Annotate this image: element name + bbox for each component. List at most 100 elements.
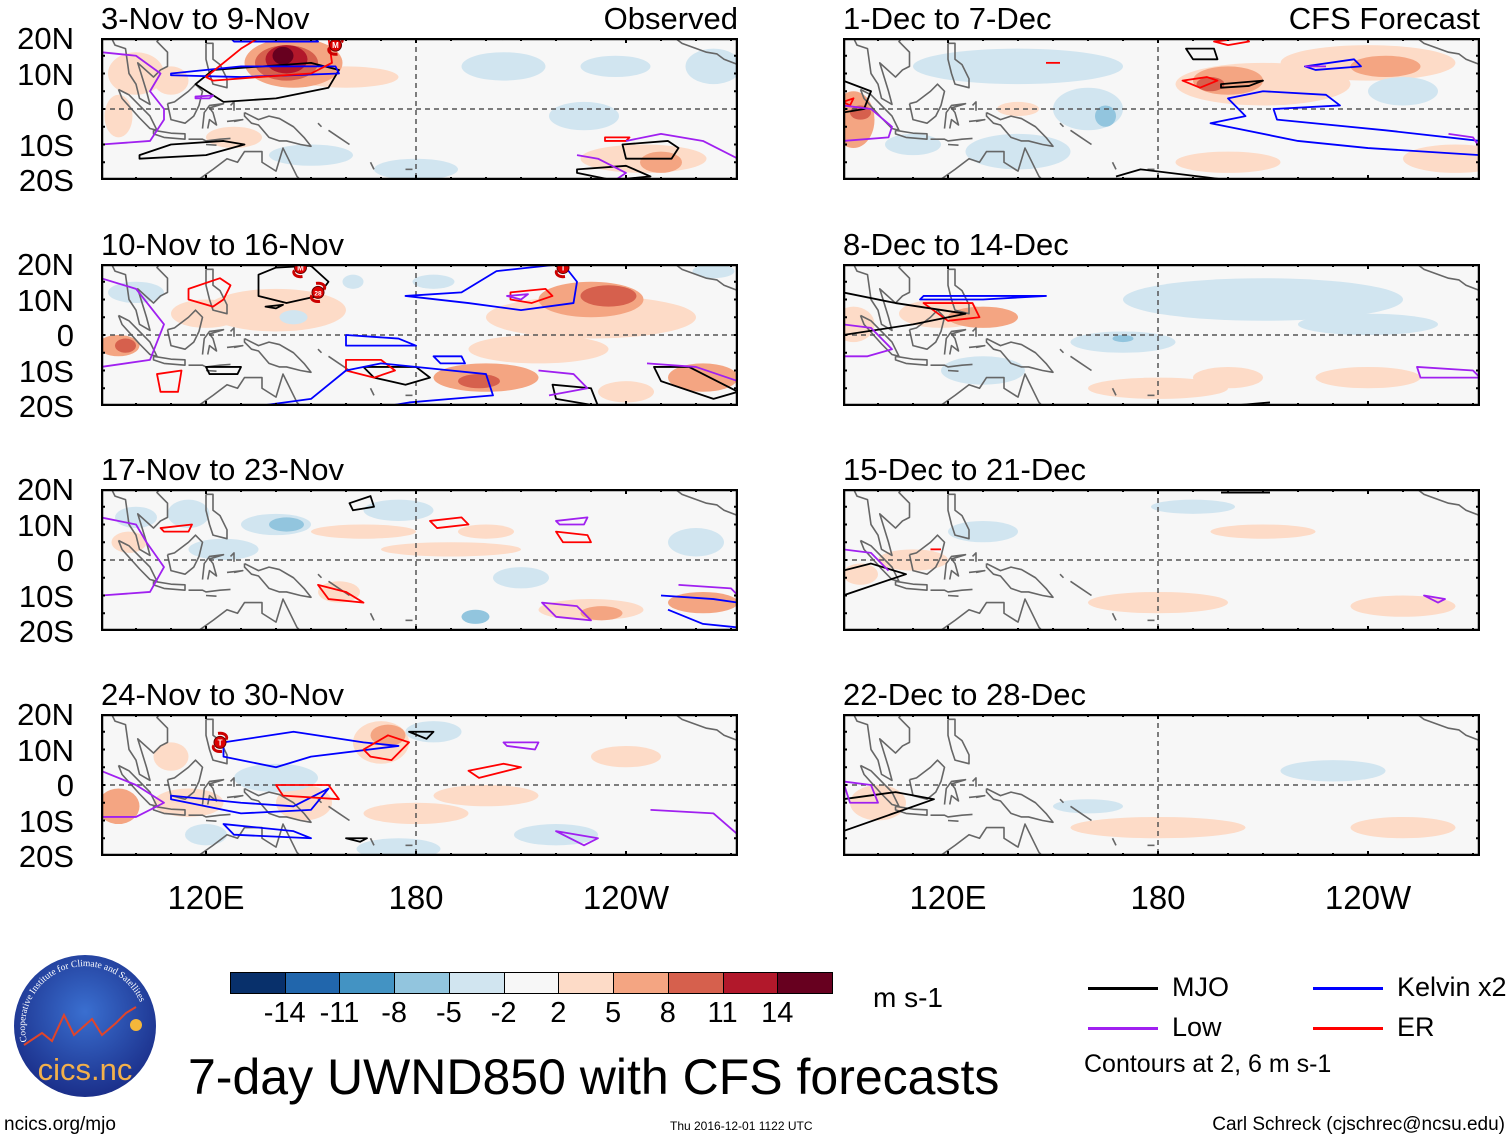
footer-url[interactable]: ncics.org/mjo bbox=[4, 1114, 116, 1135]
contour-mjo bbox=[843, 291, 967, 336]
coastline bbox=[317, 348, 323, 354]
wind-anomaly-shade bbox=[188, 538, 259, 560]
panel-title: 15-Dec to 21-Dec bbox=[843, 452, 1086, 487]
storm-label: M bbox=[332, 41, 339, 50]
coastline bbox=[943, 778, 967, 805]
wind-anomaly-shade bbox=[1210, 524, 1316, 539]
contour-low bbox=[646, 362, 738, 383]
wind-anomaly-shade bbox=[948, 306, 1018, 328]
coastline bbox=[317, 573, 323, 579]
contour-kelvin bbox=[919, 295, 1047, 301]
coastline bbox=[243, 562, 312, 599]
coastline bbox=[205, 718, 228, 765]
map-canvas: T bbox=[101, 714, 738, 856]
contour-mjo bbox=[1220, 79, 1264, 89]
wind-anomaly-shade bbox=[1193, 366, 1263, 389]
wind-anomaly-shade bbox=[668, 528, 724, 557]
storm-swirl-icon bbox=[292, 264, 309, 279]
coastline bbox=[166, 534, 204, 575]
coastline bbox=[930, 363, 973, 368]
coastline bbox=[985, 111, 1054, 148]
lat-tick-label: 10S bbox=[18, 578, 74, 614]
contour-low bbox=[502, 741, 540, 751]
wind-anomaly-shade bbox=[374, 158, 458, 180]
coastline bbox=[943, 553, 967, 580]
wind-anomaly-shade bbox=[153, 742, 189, 771]
wind-anomaly-shade bbox=[1053, 799, 1123, 814]
storm-label: M bbox=[297, 264, 304, 273]
contour-er bbox=[362, 734, 410, 762]
coastline bbox=[947, 819, 959, 823]
coastline bbox=[328, 580, 350, 597]
wind-anomaly-shade bbox=[514, 824, 598, 846]
coastline bbox=[947, 493, 970, 540]
lat-tick-label: 20S bbox=[18, 614, 74, 649]
coastline bbox=[852, 264, 911, 332]
coastline bbox=[110, 264, 169, 332]
colorbar-tick-label: -11 bbox=[319, 997, 360, 1029]
lat-tick-label: 0 bbox=[56, 318, 74, 353]
storm-marker-icon: T bbox=[554, 264, 571, 279]
coastline bbox=[117, 88, 158, 132]
coastline bbox=[196, 598, 302, 631]
panel-title: 10-Nov to 16-Nov bbox=[101, 227, 344, 262]
wind-anomaly-shade bbox=[363, 499, 434, 521]
wind-anomaly-shade bbox=[342, 274, 364, 289]
coastline bbox=[971, 552, 977, 562]
coastline bbox=[1416, 264, 1480, 292]
contour-mjo bbox=[205, 366, 242, 375]
colorbar-swatch bbox=[503, 972, 560, 994]
wind-anomaly-shade bbox=[356, 838, 441, 856]
wind-anomaly-shade bbox=[1088, 377, 1228, 399]
coastline bbox=[117, 314, 158, 358]
contour-low bbox=[555, 516, 589, 526]
contour-low bbox=[650, 808, 738, 836]
coastline bbox=[1070, 580, 1092, 597]
wind-anomaly-shade bbox=[668, 363, 738, 392]
colorbar-swatch bbox=[339, 972, 396, 994]
coastline bbox=[205, 594, 217, 598]
contour-mjo bbox=[843, 562, 907, 597]
coastline bbox=[1070, 805, 1092, 822]
coastline bbox=[938, 598, 1044, 631]
storm-label: 28 bbox=[314, 290, 322, 297]
wind-anomaly-shade bbox=[101, 788, 140, 825]
wind-anomaly-shade bbox=[111, 531, 147, 553]
map-canvas bbox=[843, 489, 1480, 631]
contour-mjo bbox=[843, 791, 935, 833]
coastline bbox=[1059, 573, 1065, 579]
wind-anomaly-shade bbox=[948, 520, 1018, 543]
lat-tick-label: 10N bbox=[17, 56, 74, 92]
map-canvas bbox=[843, 264, 1480, 406]
coastline bbox=[201, 328, 225, 355]
contour-kelvin bbox=[170, 65, 340, 78]
coastline bbox=[971, 101, 977, 111]
lat-tick-label: 20S bbox=[18, 389, 74, 424]
coastline bbox=[243, 787, 312, 824]
coastline bbox=[852, 714, 911, 782]
coastline bbox=[930, 137, 973, 142]
contour-er bbox=[159, 523, 193, 533]
cics-logo-graphic: Cooperative Institute for Climate and Sa… bbox=[14, 955, 156, 1097]
contour-low bbox=[101, 769, 165, 818]
panel-frame bbox=[843, 714, 1480, 856]
coastline bbox=[947, 268, 970, 315]
coastline bbox=[947, 594, 959, 598]
wind-anomaly-shade bbox=[1088, 591, 1228, 614]
storm-swirl-icon bbox=[309, 281, 327, 304]
contour-kelvin bbox=[667, 608, 738, 629]
coastline bbox=[196, 373, 302, 406]
contour-low bbox=[625, 132, 738, 160]
map-panel bbox=[843, 489, 1480, 631]
colorbar-tick-label: 14 bbox=[761, 997, 794, 1029]
coastline bbox=[1111, 837, 1117, 846]
wind-anomaly-shade bbox=[493, 567, 549, 589]
storm-marker-icon: T bbox=[211, 731, 229, 754]
legend-label: ER bbox=[1397, 1012, 1435, 1042]
contour-kelvin bbox=[258, 362, 494, 406]
storm-swirl-icon bbox=[554, 264, 571, 279]
colorbar-tick-label: -5 bbox=[436, 997, 462, 1029]
colorbar-tick-label: -2 bbox=[490, 997, 517, 1029]
panel-title: 1-Dec to 7-Dec bbox=[843, 1, 1052, 36]
storm-swirl-icon bbox=[327, 38, 344, 56]
